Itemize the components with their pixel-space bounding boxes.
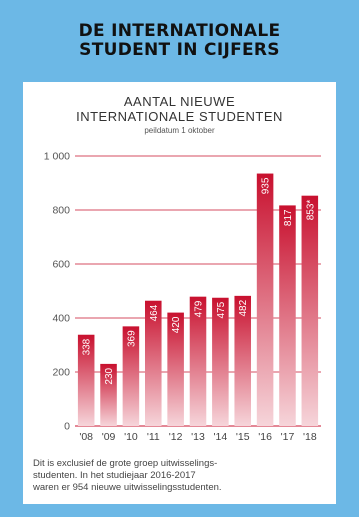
chart-title-line-1: AANTAL NIEUWE: [123, 94, 236, 109]
y-tick-label: 0: [64, 421, 70, 433]
bar-chart: 338 230 369 464 420 479 475 482 935 817 853* 0 200 4…: [44, 151, 321, 443]
value-label: 853*: [305, 200, 316, 221]
headline-line-1: DE INTERNATIONALE: [78, 21, 281, 41]
value-label: 464: [149, 304, 160, 321]
chart-title: AANTAL NIEUWE INTERNATIONALE STUDENTEN: [23, 94, 336, 124]
footnote: Dit is exclusief de grote groep uitwisse…: [33, 458, 329, 494]
bar-3: [144, 300, 162, 426]
value-label: 338: [82, 338, 93, 355]
bar-10: [301, 195, 319, 426]
bar-6: [212, 297, 229, 426]
bar-0: [77, 334, 95, 426]
value-label: 420: [171, 316, 182, 333]
headline: DE INTERNATIONALE STUDENT IN CIJFERS: [0, 22, 359, 60]
footnote-line-2: studenten. In het studiejaar 2016-2017: [33, 470, 196, 481]
x-tick-label: '16: [258, 431, 272, 443]
y-tick-label: 600: [52, 259, 70, 271]
value-label: 475: [216, 301, 227, 318]
x-tick-label: '08: [79, 431, 93, 443]
x-tick-label: '09: [102, 431, 116, 443]
value-label: 817: [283, 209, 294, 226]
x-tick-label: '18: [303, 431, 317, 443]
value-label: 479: [194, 300, 205, 317]
bar-1: [100, 363, 117, 426]
footnote-line-3: waren er 954 nieuwe uitwisselingsstudent…: [33, 482, 222, 493]
y-tick-label: 400: [52, 313, 70, 325]
x-tick-label: '11: [147, 431, 160, 443]
x-tick-label: '15: [236, 431, 250, 443]
x-tick-label: '10: [124, 431, 138, 443]
x-tick-label: '17: [281, 431, 295, 443]
bar-8: [256, 173, 274, 426]
x-tick-label: '13: [191, 431, 205, 443]
bar-2: [122, 326, 140, 426]
chart-title-line-2: INTERNATIONALE STUDENTEN: [76, 109, 283, 124]
bar-9: [279, 205, 296, 426]
value-label: 935: [261, 177, 272, 194]
headline-line-2: STUDENT IN CIJFERS: [79, 40, 280, 60]
x-tick-label: '12: [169, 431, 183, 443]
chart-card: AANTAL NIEUWE INTERNATIONALE STUDENTEN p…: [23, 82, 336, 504]
bar-7: [234, 295, 252, 426]
value-label: 482: [238, 299, 249, 316]
y-tick-label: 800: [52, 205, 70, 217]
footnote-line-1: Dit is exclusief de grote groep uitwisse…: [33, 458, 218, 469]
y-tick-label: 1 000: [44, 151, 70, 163]
bar-5: [189, 296, 207, 426]
chart-subtitle: peildatum 1 oktober: [144, 126, 215, 135]
y-tick-label: 200: [52, 367, 70, 379]
x-tick-label: '14: [214, 431, 228, 443]
bar-4: [167, 312, 184, 426]
value-label: 369: [126, 330, 137, 347]
value-label: 230: [104, 367, 115, 384]
